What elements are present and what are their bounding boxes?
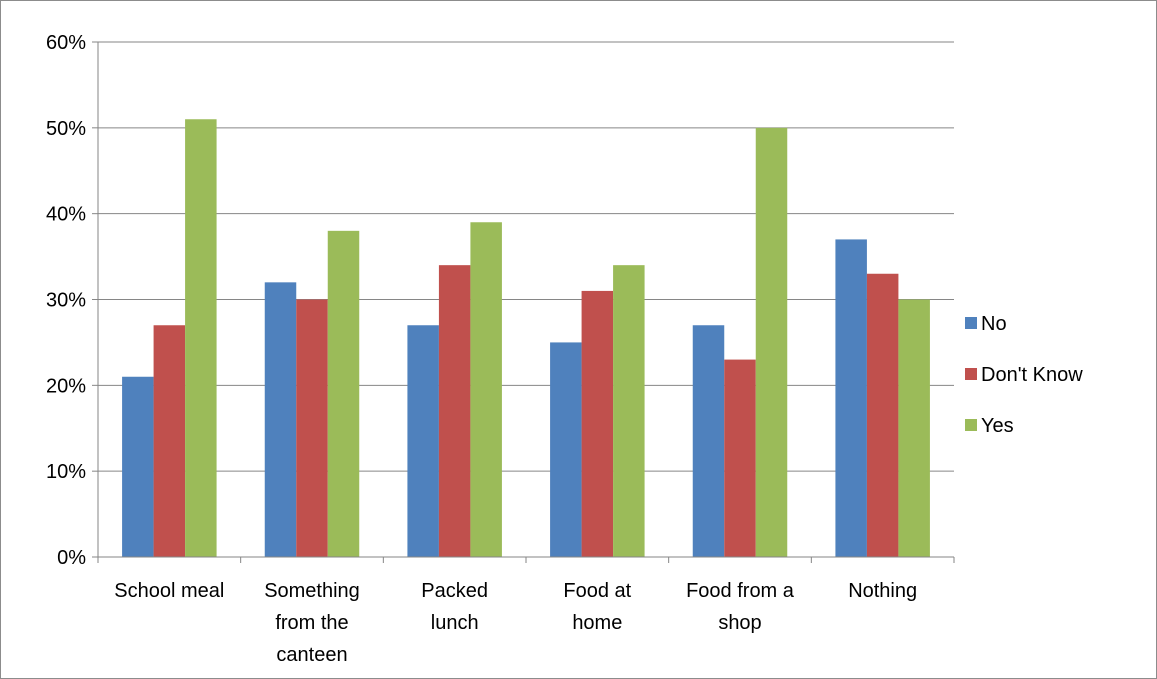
legend-label: No bbox=[981, 313, 1007, 335]
bar-yes-1 bbox=[327, 230, 360, 558]
x-category-labels: School meal Something from the canteen Packe… bbox=[114, 580, 917, 666]
bar-no-3 bbox=[550, 342, 582, 557]
y-tick-label: 30% bbox=[46, 290, 86, 312]
bar-no-2 bbox=[407, 325, 439, 557]
x-category-label: Food from a bbox=[686, 580, 795, 602]
x-category-label: shop bbox=[718, 612, 761, 634]
legend-swatch bbox=[965, 368, 977, 380]
bar-no-4 bbox=[692, 325, 725, 557]
x-category-label: from the bbox=[275, 612, 348, 634]
legend-swatch bbox=[965, 419, 977, 431]
axes bbox=[92, 41, 955, 563]
x-category-label: lunch bbox=[431, 612, 479, 634]
y-tick-label: 20% bbox=[46, 375, 86, 397]
legend-swatch bbox=[965, 317, 977, 329]
legend: No Don't Know Yes bbox=[965, 313, 1083, 437]
bar-no-1 bbox=[264, 282, 297, 557]
bar-don-t-know-5 bbox=[866, 273, 899, 557]
legend-label: Yes bbox=[981, 415, 1014, 437]
y-tick-label: 0% bbox=[57, 547, 86, 569]
bar-yes-0 bbox=[185, 119, 217, 557]
y-tick-label: 60% bbox=[46, 32, 86, 54]
y-tick-label: 50% bbox=[46, 118, 86, 140]
x-category-label: Something bbox=[264, 580, 360, 602]
x-category-label: Food at bbox=[563, 580, 631, 602]
bar-don-t-know-1 bbox=[296, 299, 328, 557]
y-tick-label: 40% bbox=[46, 204, 86, 226]
bars bbox=[122, 119, 930, 558]
x-category-label: home bbox=[572, 612, 622, 634]
bar-don-t-know-0 bbox=[153, 325, 186, 557]
x-category-label: School meal bbox=[114, 580, 224, 602]
bar-yes-4 bbox=[755, 127, 788, 557]
bar-yes-3 bbox=[613, 265, 645, 557]
x-category-label: Packed bbox=[421, 580, 488, 602]
y-tick-labels: 0% 10% 20% 30% 40% 50% 60% bbox=[46, 32, 86, 569]
legend-label: Don't Know bbox=[981, 364, 1083, 386]
bar-yes-2 bbox=[470, 222, 502, 557]
bar-no-5 bbox=[835, 239, 867, 557]
y-tick-label: 10% bbox=[46, 461, 86, 483]
bar-don-t-know-3 bbox=[581, 290, 614, 557]
bar-no-0 bbox=[122, 376, 154, 557]
bar-don-t-know-2 bbox=[438, 265, 471, 557]
bar-yes-5 bbox=[898, 299, 930, 557]
x-category-label: canteen bbox=[276, 644, 347, 666]
bar-don-t-know-4 bbox=[724, 359, 756, 557]
x-category-label: Nothing bbox=[848, 580, 917, 602]
gridlines bbox=[98, 41, 954, 472]
